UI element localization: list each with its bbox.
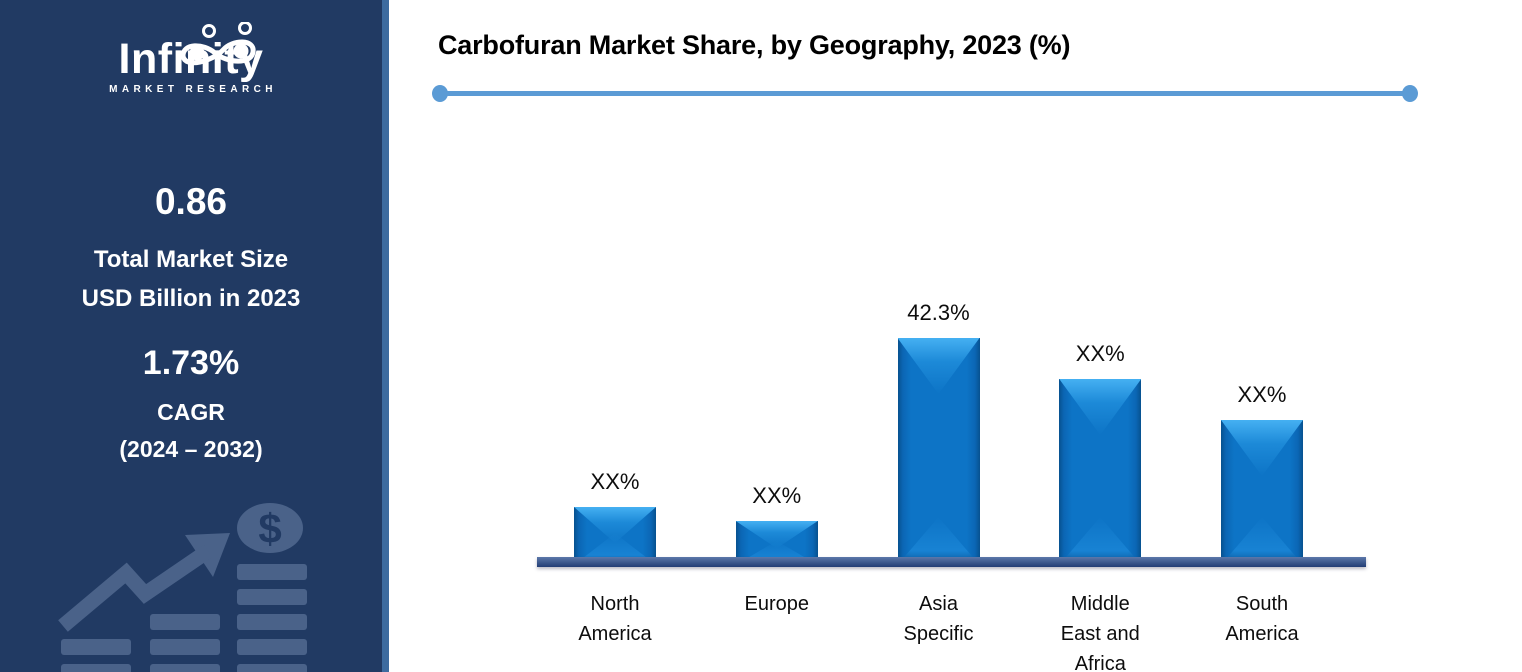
bar-group-europe: XX%	[735, 483, 818, 565]
category-axis-labels: North America Europe Asia Specific Middle E…	[574, 589, 1303, 672]
page-title: Carbofuran Market Share, by Geography, 2…	[438, 30, 1071, 60]
bar-chart: XX% XX% 42.3% XX% XX% North America Europe Asi…	[537, 100, 1366, 672]
category-slot-middle-east-and-africa: Middle East and Africa	[1059, 589, 1141, 672]
cagr-period: (2024 – 2032)	[119, 436, 263, 462]
bars-container: XX% XX% 42.3% XX% XX%	[574, 300, 1303, 565]
category-slot-asia-specific: Asia Specific	[898, 589, 980, 672]
chart-panel: Carbofuran Market Share, by Geography, 2…	[389, 0, 1522, 672]
category-label-north-america: North America	[578, 593, 652, 645]
bar-south-america	[1221, 420, 1303, 565]
svg-text:$: $	[258, 505, 281, 552]
underline-line	[445, 91, 1405, 96]
bar-value-label-asia-specific: 42.3%	[907, 300, 970, 325]
market-size-value: 0.86	[154, 181, 227, 222]
cagr-value: 1.73%	[142, 344, 240, 382]
plot-area: XX% XX% 42.3% XX% XX%	[537, 100, 1366, 567]
market-size-stat: 0.86 Total Market Size USD Billion in 20…	[0, 180, 382, 318]
infinity-symbol-icon	[169, 21, 273, 74]
sidebar: Infinity MARKET RESEARCH 0.86 Total Mark…	[0, 0, 389, 672]
growth-bars-arrow-dollar-icon: $	[48, 498, 320, 672]
bar-middle-east-and-africa	[1059, 379, 1142, 565]
market-size-label-line2: USD Billion in 2023	[81, 285, 301, 312]
category-slot-north-america: North America	[574, 589, 656, 672]
cagr-stat: 1.73% CAGR (2024 – 2032)	[0, 342, 382, 468]
market-size-label-line1: Total Market Size	[93, 246, 289, 273]
bar-group-middle-east-and-africa: XX%	[1059, 341, 1142, 565]
category-label-europe: Europe	[744, 593, 810, 615]
underline-left-dot	[432, 85, 448, 102]
brand-logo: Infinity MARKET RESEARCH	[0, 20, 382, 95]
category-label-middle-east-and-africa: Middle East and Africa	[1060, 593, 1140, 672]
title-underline	[432, 85, 1418, 102]
bar-asia-specific	[897, 338, 980, 565]
bar-group-south-america: XX%	[1221, 382, 1303, 565]
category-slot-europe: Europe	[736, 589, 818, 672]
bar-group-asia-specific: 42.3%	[897, 300, 980, 565]
bar-group-north-america: XX%	[574, 469, 656, 565]
bar-value-label-middle-east-and-africa: XX%	[1075, 341, 1125, 366]
category-slot-south-america: South America	[1221, 589, 1303, 672]
bar-value-label-north-america: XX%	[590, 469, 640, 494]
underline-right-dot	[1402, 85, 1418, 102]
cagr-label: CAGR	[157, 399, 225, 425]
category-label-asia-specific: Asia Specific	[903, 593, 974, 645]
bar-north-america	[574, 507, 656, 565]
brand-tagline: MARKET RESEARCH	[109, 84, 277, 95]
bar-value-label-europe: XX%	[752, 483, 802, 508]
x-axis-line	[537, 557, 1366, 567]
category-label-south-america: South America	[1225, 593, 1299, 645]
bar-value-label-south-america: XX%	[1237, 382, 1287, 407]
